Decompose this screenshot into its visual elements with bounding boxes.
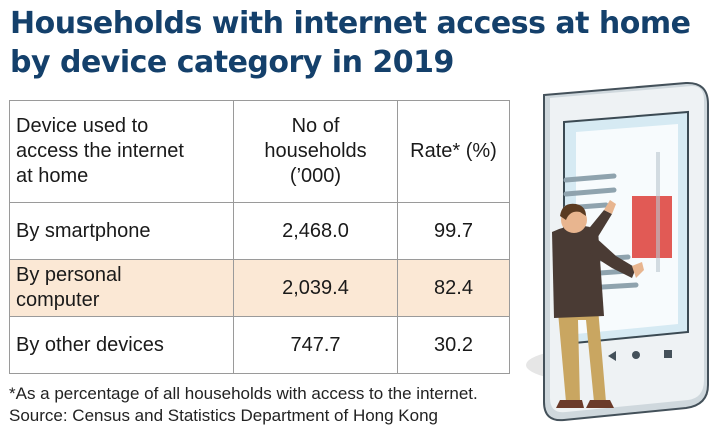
chart-title: Households with internet access at home …: [10, 4, 700, 82]
cell-rate: 99.7: [397, 202, 510, 260]
cell-rate: 30.2: [397, 316, 510, 374]
footnote-source: Source: Census and Statistics Department…: [9, 406, 439, 425]
cell-device: By personal computer: [9, 259, 234, 317]
cell-households: 2,468.0: [233, 202, 398, 260]
cell-households: 747.7: [233, 316, 398, 374]
person-figure: [552, 200, 644, 408]
tablet-icon: [543, 81, 709, 422]
column-header-households: No of households (’000): [233, 100, 398, 203]
table-row: By other devices 747.7 30.2: [9, 316, 510, 374]
table-header-row: Device used to access the internet at ho…: [9, 100, 510, 203]
table-row: By smartphone 2,468.0 99.7: [9, 202, 510, 260]
data-table: Device used to access the internet at ho…: [9, 100, 510, 374]
title-line-1: Households with internet access at home: [10, 6, 691, 41]
cell-households: 2,039.4: [233, 259, 398, 317]
table-row-highlighted: By personal computer 2,039.4 82.4: [9, 259, 510, 317]
footnote: *As a percentage of all households with …: [9, 383, 569, 427]
person-pointing-at-tablet-illustration: [526, 81, 709, 422]
column-header-rate: Rate* (%): [397, 100, 510, 203]
cell-device: By smartphone: [9, 202, 234, 260]
title-line-2: by device category in 2019: [10, 45, 454, 80]
footnote-note: *As a percentage of all households with …: [9, 384, 478, 403]
cell-device: By other devices: [9, 316, 234, 374]
column-header-device: Device used to access the internet at ho…: [9, 100, 234, 203]
